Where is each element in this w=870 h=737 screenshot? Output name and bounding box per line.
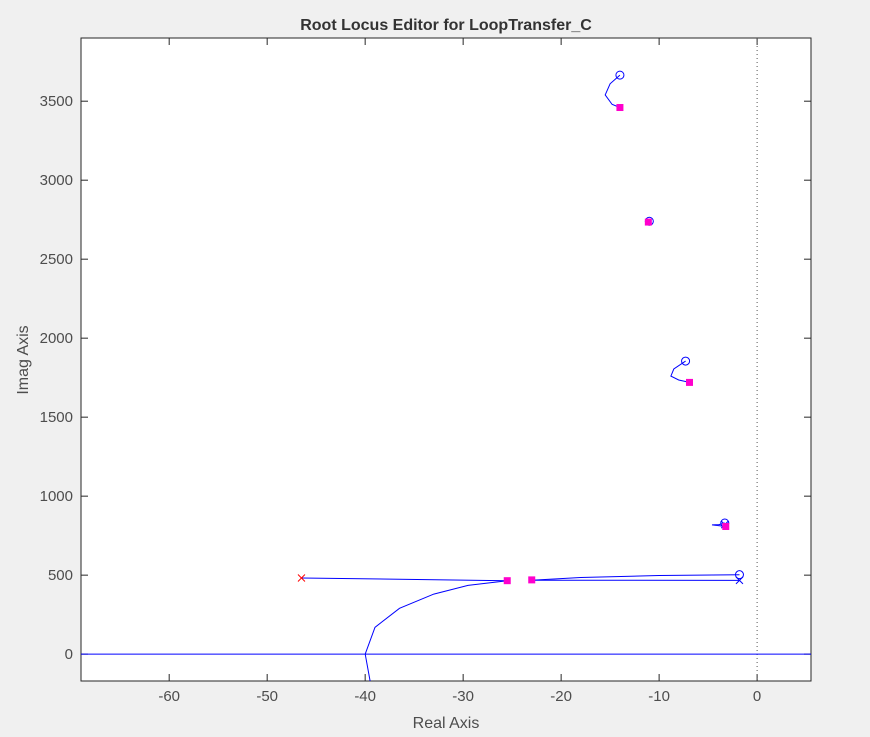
y-tick-label: 500	[48, 567, 73, 584]
y-tick-label: 1500	[40, 409, 73, 426]
y-tick-label: 0	[65, 646, 73, 663]
locus-branch	[670, 360, 690, 383]
closed-loop-pole-marker[interactable]	[616, 104, 624, 112]
zero-marker	[615, 70, 625, 80]
x-tick-label: -50	[256, 688, 278, 705]
closed-loop-pole-marker[interactable]	[644, 218, 652, 226]
x-tick-label: -30	[452, 688, 474, 705]
y-axis-label: Imag Axis	[15, 325, 32, 394]
y-tick-label: 1000	[40, 488, 73, 505]
chart-title: Root Locus Editor for LoopTransfer_C	[300, 17, 592, 34]
x-tick-label: -10	[648, 688, 670, 705]
closed-loop-pole-marker[interactable]	[722, 522, 730, 530]
y-tick-label: 3000	[40, 172, 73, 189]
locus-branch	[301, 577, 508, 582]
locus-branch	[531, 574, 740, 581]
open-loop-pole-marker	[735, 576, 744, 585]
chart-marks	[81, 38, 811, 682]
x-tick-label: -60	[158, 688, 180, 705]
open-loop-pole-marker	[297, 574, 306, 582]
x-tick-label: 0	[753, 688, 761, 705]
locus-branch	[604, 74, 621, 108]
y-tick-label: 2500	[40, 251, 73, 268]
locus-branch	[711, 522, 726, 527]
x-axis-label: Real Axis	[413, 715, 480, 732]
zero-marker	[681, 356, 691, 366]
closed-loop-pole-marker[interactable]	[503, 577, 511, 585]
y-tick-label: 3500	[40, 93, 73, 110]
x-tick-label: -40	[354, 688, 376, 705]
zero-marker	[734, 570, 744, 580]
tick-group: -60 -50 -40 -30 -20 -10 0 0 500 1000 1500 2000 2500 3…	[40, 38, 811, 705]
closed-loop-pole-marker[interactable]	[685, 378, 693, 386]
x-tick-label: -20	[550, 688, 572, 705]
closed-loop-pole-marker[interactable]	[528, 576, 536, 584]
y-tick-label: 2000	[40, 330, 73, 347]
plot-area[interactable]	[80, 37, 812, 682]
